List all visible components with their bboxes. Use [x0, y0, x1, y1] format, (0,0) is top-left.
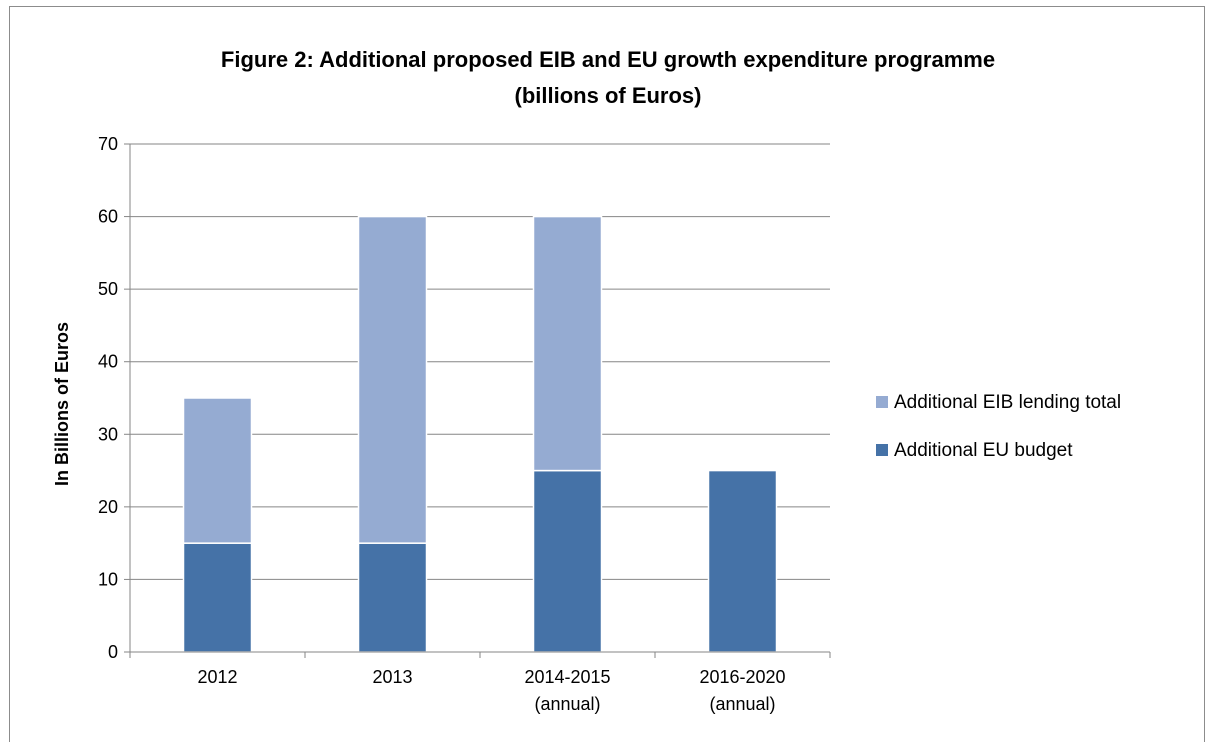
bars: [182, 215, 778, 653]
bar-eib-lending-0: [182, 397, 253, 544]
bar-eib-lending-1: [357, 215, 428, 544]
x-category-label-1-0: 2013: [372, 667, 412, 687]
bar-eu-budget-3: [707, 469, 778, 653]
y-tick-label-20: 20: [98, 497, 118, 517]
y-tick-label-30: 30: [98, 424, 118, 444]
legend-swatch-eib-lending: [876, 396, 888, 408]
axes: [124, 143, 831, 658]
x-category-label-2-1: (annual): [534, 694, 600, 714]
x-category-label-2-0: 2014-2015: [524, 667, 610, 687]
y-axis-label: In Billions of Euros: [52, 322, 72, 486]
legend-label-eu-budget: Additional EU budget: [894, 440, 1073, 461]
x-category-label-3-1: (annual): [709, 694, 775, 714]
y-tick-label-50: 50: [98, 279, 118, 299]
y-axis-label-text: In Billions of Euros: [52, 322, 72, 486]
x-category-label-0-0: 2012: [197, 667, 237, 687]
y-tick-label-10: 10: [98, 569, 118, 589]
x-category-labels: 2012 2013 2014-2015 (annual) 2016-2020 (annua…: [197, 667, 785, 714]
bar-eu-budget-2: [532, 469, 603, 653]
legend-swatch-eu-budget: [876, 444, 888, 456]
legend: Additional EIB lending total Additional E…: [876, 392, 1121, 461]
bar-eib-lending-2: [532, 215, 603, 472]
x-category-label-3-0: 2016-2020: [699, 667, 785, 687]
chart-frame: Figure 2: Additional proposed EIB and EU…: [9, 6, 1205, 742]
stacked-bar-chart: Figure 2: Additional proposed EIB and EU…: [52, 47, 1121, 714]
y-tick-label-0: 0: [108, 642, 118, 662]
y-tick-label-40: 40: [98, 352, 118, 372]
y-tick-label-70: 70: [98, 134, 118, 154]
chart-title-line-2: (billions of Euros): [515, 83, 702, 108]
y-tick-label-60: 60: [98, 207, 118, 227]
chart-title-line-1: Figure 2: Additional proposed EIB and EU…: [221, 47, 995, 72]
chart-title: Figure 2: Additional proposed EIB and EU…: [221, 47, 995, 108]
legend-label-eib-lending: Additional EIB lending total: [894, 392, 1121, 413]
bar-eu-budget-0: [182, 542, 253, 653]
bar-eu-budget-1: [357, 542, 428, 653]
y-tick-labels: 0 10 20 30 40 50 60 70: [98, 134, 118, 662]
